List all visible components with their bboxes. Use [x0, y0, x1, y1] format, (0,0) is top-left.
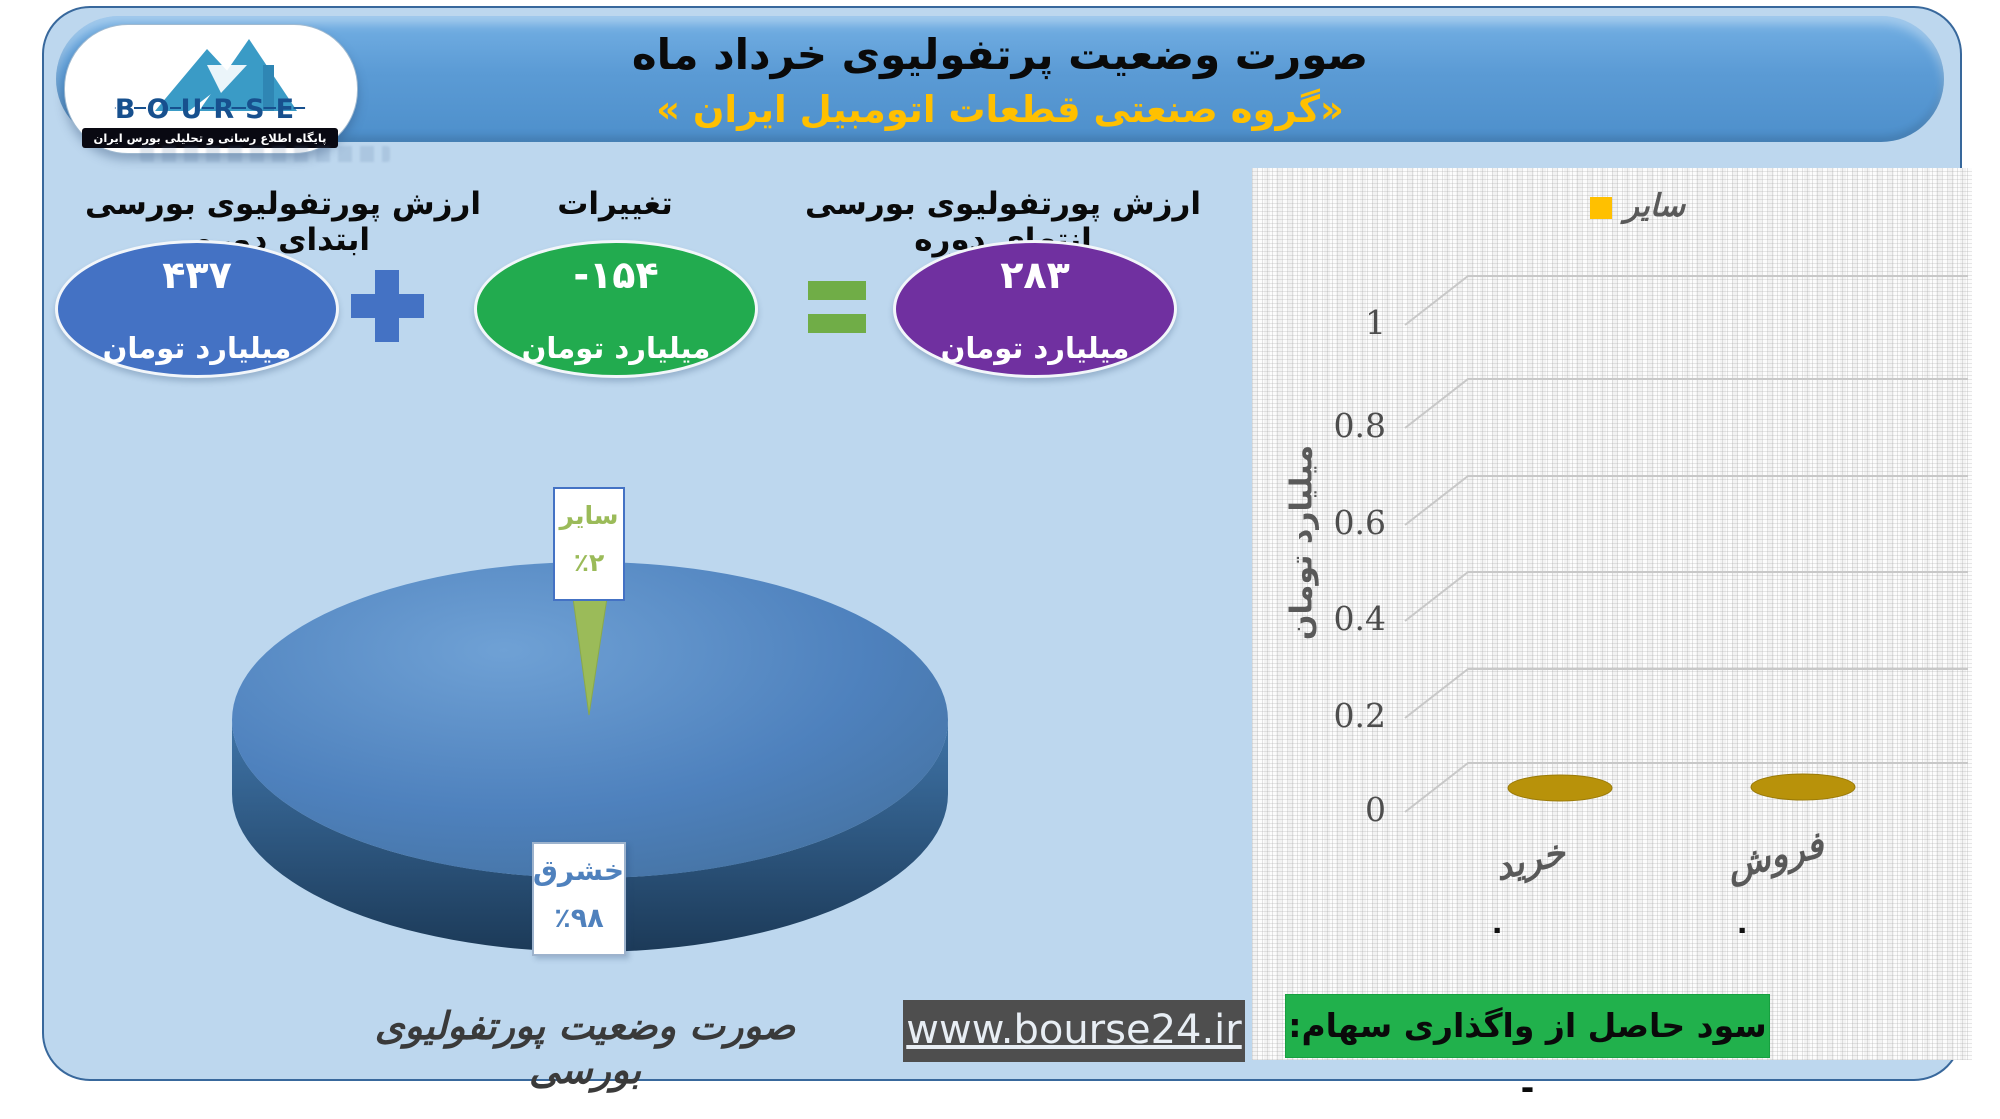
bar-chart-plot-area [1404, 275, 1968, 813]
pie-chart [232, 562, 948, 952]
label-changes: تغییرات [557, 186, 673, 222]
pie-main-percent: ٪۹۸ [554, 903, 604, 934]
logo-tagline: پایگاه اطلاع رسانی و تحلیلی بورس ایران [82, 128, 338, 148]
logo-reflection [140, 146, 390, 162]
label-portfolio-start: ارزش پورتفولیوی بورسی ابتدای دوره [85, 186, 481, 258]
y-tick-0-2: 0.2 [1333, 696, 1386, 735]
y-tick-0: 0 [1365, 790, 1386, 829]
pie-other-name: سایر [559, 501, 619, 530]
changes-unit: میلیارد تومان [521, 331, 711, 365]
watermark-link[interactable]: www.bourse24.ir [906, 1007, 1242, 1053]
y-tick-1: 1 [1365, 303, 1386, 342]
equals-sign-top [808, 281, 866, 300]
ellipse-portfolio-start: ۴۳۷ میلیارد تومان [55, 240, 339, 378]
y-tick-0-6: 0.6 [1333, 503, 1386, 542]
portfolio-end-unit: میلیارد تومان [940, 331, 1130, 365]
bar-chart-panel [1252, 168, 1972, 1060]
header-bar [56, 16, 1944, 142]
pie-side-3d [232, 720, 948, 952]
profit-banner: سود حاصل از واگذاری سهام: - [1285, 994, 1770, 1107]
logo-brand-text: BOURSE [114, 94, 306, 125]
footer-caption: صورت وضعیت پورتفولیوی بورسی [374, 1004, 796, 1092]
label-portfolio-end: ارزش پورتفولیوی بورسی انتهای دوره [805, 186, 1201, 258]
y-tick-0-8: 0.8 [1333, 406, 1386, 445]
plus-sign-vertical [375, 270, 399, 342]
ellipse-changes: -۱۵۴ میلیارد تومان [474, 240, 758, 378]
pie-callout-main: خشرق ٪۹۸ [532, 842, 626, 956]
y-axis-title: میلیارد تومان [1284, 444, 1320, 641]
bar-buy-zero [1507, 774, 1613, 802]
changes-value: -۱۵۴ [573, 253, 659, 297]
pie-slice-main [232, 562, 948, 878]
portfolio-start-unit: میلیارد تومان [102, 331, 292, 365]
pie-main-name: خشرق [532, 854, 624, 887]
bar-buy-value-label: ۰ [1488, 912, 1507, 947]
equals-sign-bottom [808, 314, 866, 333]
legend-label-other: سایر [1624, 188, 1686, 224]
ellipse-portfolio-end: ۲۸۳ میلیارد تومان [893, 240, 1177, 378]
gridlines [1404, 275, 1968, 813]
portfolio-start-value: ۴۳۷ [162, 253, 232, 297]
bar-sell-value-label: ۰ [1733, 912, 1752, 947]
y-tick-0-4: 0.4 [1333, 599, 1386, 638]
watermark-box: www.bourse24.ir [903, 1000, 1245, 1062]
portfolio-end-value: ۲۸۳ [1000, 253, 1070, 297]
pie-other-percent: ٪۲ [573, 548, 605, 577]
bar-sell-zero [1750, 773, 1856, 801]
legend-swatch-other [1590, 197, 1612, 219]
page-subtitle: «گروه صنعتی قطعات اتومبیل ایران » [656, 88, 1344, 131]
page-title: صورت وضعیت پرتفولیوی خرداد ماه [631, 30, 1369, 79]
pie-callout-other: سایر ٪۲ [553, 487, 625, 601]
bourse24-logo-icon [155, 39, 297, 111]
